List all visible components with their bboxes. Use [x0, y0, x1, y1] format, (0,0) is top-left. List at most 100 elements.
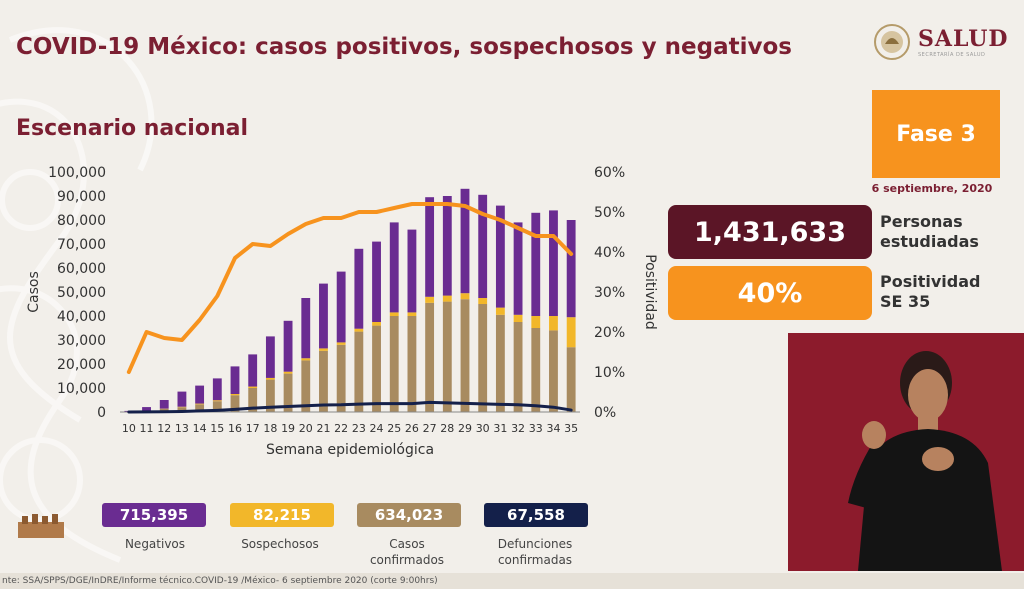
- x-tick-label: 11: [140, 422, 154, 435]
- bar-casos-confirmados: [389, 316, 399, 412]
- x-tick-label: 19: [281, 422, 295, 435]
- bar-negativos: [442, 196, 452, 296]
- x-tick-label: 29: [458, 422, 472, 435]
- y2-tick-label: 60%: [594, 165, 625, 181]
- legend-value: 67,558: [484, 503, 588, 527]
- bar-negativos: [177, 391, 187, 407]
- personas-label: Personas estudiadas: [880, 212, 979, 252]
- bar-casos-confirmados: [566, 347, 576, 412]
- bar-negativos: [549, 210, 558, 316]
- bar-casos-confirmados: [513, 322, 523, 412]
- bar-casos-confirmados: [230, 395, 240, 412]
- interpreter-icon: [848, 351, 1002, 571]
- y2-tick-label: 0%: [594, 405, 616, 421]
- bar-casos-confirmados: [531, 328, 541, 412]
- bar-negativos: [159, 400, 169, 409]
- y-tick-label: 90,000: [57, 189, 106, 205]
- legend-label-line1: Casos: [389, 537, 425, 551]
- personas-value: 1,431,633: [668, 205, 872, 259]
- bar-negativos: [230, 366, 240, 394]
- bar-sospechosos: [425, 296, 435, 303]
- positividad-value: 40%: [668, 266, 872, 320]
- legend-value: 715,395: [102, 503, 206, 527]
- bar-negativos: [478, 194, 488, 298]
- x-tick-label: 31: [493, 422, 507, 435]
- bar-sospechosos: [212, 400, 222, 402]
- y2-tick-label: 20%: [594, 325, 625, 341]
- bar-casos-confirmados: [549, 330, 558, 412]
- bar-negativos: [336, 271, 346, 343]
- y2-tick-label: 50%: [594, 205, 625, 221]
- y2-axis-title: Positividad: [642, 254, 658, 330]
- bar-negativos: [389, 222, 399, 313]
- legend-label: Defunciones confirmadas: [470, 536, 600, 568]
- legend-label-line1: Negativos: [124, 537, 186, 551]
- y-tick-label: 10,000: [57, 381, 106, 397]
- positividad-label-line1: Positividad: [880, 272, 981, 291]
- fase-badge: Fase 3: [872, 90, 1000, 178]
- report-date: 6 septiembre, 2020: [871, 182, 993, 195]
- bar-casos-confirmados: [460, 299, 470, 412]
- bar-negativos: [513, 222, 523, 315]
- bar-sospechosos: [248, 386, 258, 388]
- legend-value: 82,215: [230, 503, 334, 527]
- legend-label-line1: Sospechosos: [241, 537, 319, 551]
- bar-casos-confirmados: [336, 344, 346, 412]
- x-tick-label: 24: [370, 422, 384, 435]
- x-tick-label: 12: [157, 422, 171, 435]
- positividad-label: Positividad SE 35: [880, 272, 980, 312]
- x-tick-label: 17: [246, 422, 260, 435]
- sign-language-video: [788, 333, 1024, 571]
- bar-casos-confirmados: [407, 316, 417, 412]
- bar-sospechosos: [354, 328, 364, 332]
- line-positividad: [126, 202, 574, 374]
- bar-casos-confirmados: [372, 325, 381, 412]
- x-tick-label: 14: [193, 422, 207, 435]
- x-tick-label: 25: [387, 422, 401, 435]
- y-tick-label: 30,000: [57, 333, 106, 349]
- legend-label: Sospechosos: [215, 536, 345, 552]
- bar-negativos: [195, 385, 205, 404]
- bar-sospechosos: [549, 316, 558, 331]
- personas-label-line2: estudiadas: [880, 232, 979, 251]
- x-tick-label: 28: [440, 422, 454, 435]
- page-subtitle: Escenario nacional: [16, 116, 249, 141]
- bar-negativos: [301, 298, 311, 359]
- y2-tick-label: 10%: [594, 365, 625, 381]
- x-tick-label: 20: [299, 422, 313, 435]
- x-tick-label: 26: [405, 422, 419, 435]
- personas-label-line1: Personas: [880, 212, 963, 231]
- bar-sospechosos: [230, 394, 240, 396]
- y-tick-label: 100,000: [48, 165, 106, 181]
- bar-sospechosos: [407, 312, 417, 316]
- x-tick-label: 34: [546, 422, 560, 435]
- y2-tick-label: 30%: [594, 285, 625, 301]
- bar-casos-confirmados: [283, 373, 293, 412]
- bar-sospechosos: [372, 322, 381, 326]
- y-tick-label: 70,000: [57, 237, 106, 253]
- bar-casos-confirmados: [212, 401, 222, 412]
- bar-casos-confirmados: [495, 314, 505, 412]
- legend-value: 634,023: [357, 503, 461, 527]
- bar-sospechosos: [301, 358, 311, 361]
- bar-sospechosos: [495, 307, 505, 315]
- bar-sospechosos: [460, 293, 470, 300]
- positividad-label-line2: SE 35: [880, 292, 931, 311]
- bar-sospechosos: [336, 342, 346, 345]
- bar-sospechosos: [265, 377, 275, 380]
- y2-tick-label: 40%: [594, 245, 625, 261]
- x-axis-title: Semana epidemiológica: [266, 442, 434, 458]
- x-tick-label: 30: [476, 422, 490, 435]
- bar-casos-confirmados: [265, 379, 275, 412]
- salud-seal-icon: [874, 24, 910, 60]
- bar-sospechosos: [319, 348, 328, 351]
- x-tick-label: 16: [228, 422, 242, 435]
- page-title: COVID-19 México: casos positivos, sospec…: [16, 34, 792, 60]
- x-tick-label: 21: [316, 422, 330, 435]
- bar-negativos: [283, 320, 293, 372]
- bar-negativos: [248, 354, 258, 387]
- x-tick-label: 32: [511, 422, 525, 435]
- y-tick-label: 40,000: [57, 309, 106, 325]
- bar-negativos: [212, 378, 222, 401]
- y-axis-title: Casos: [26, 271, 42, 313]
